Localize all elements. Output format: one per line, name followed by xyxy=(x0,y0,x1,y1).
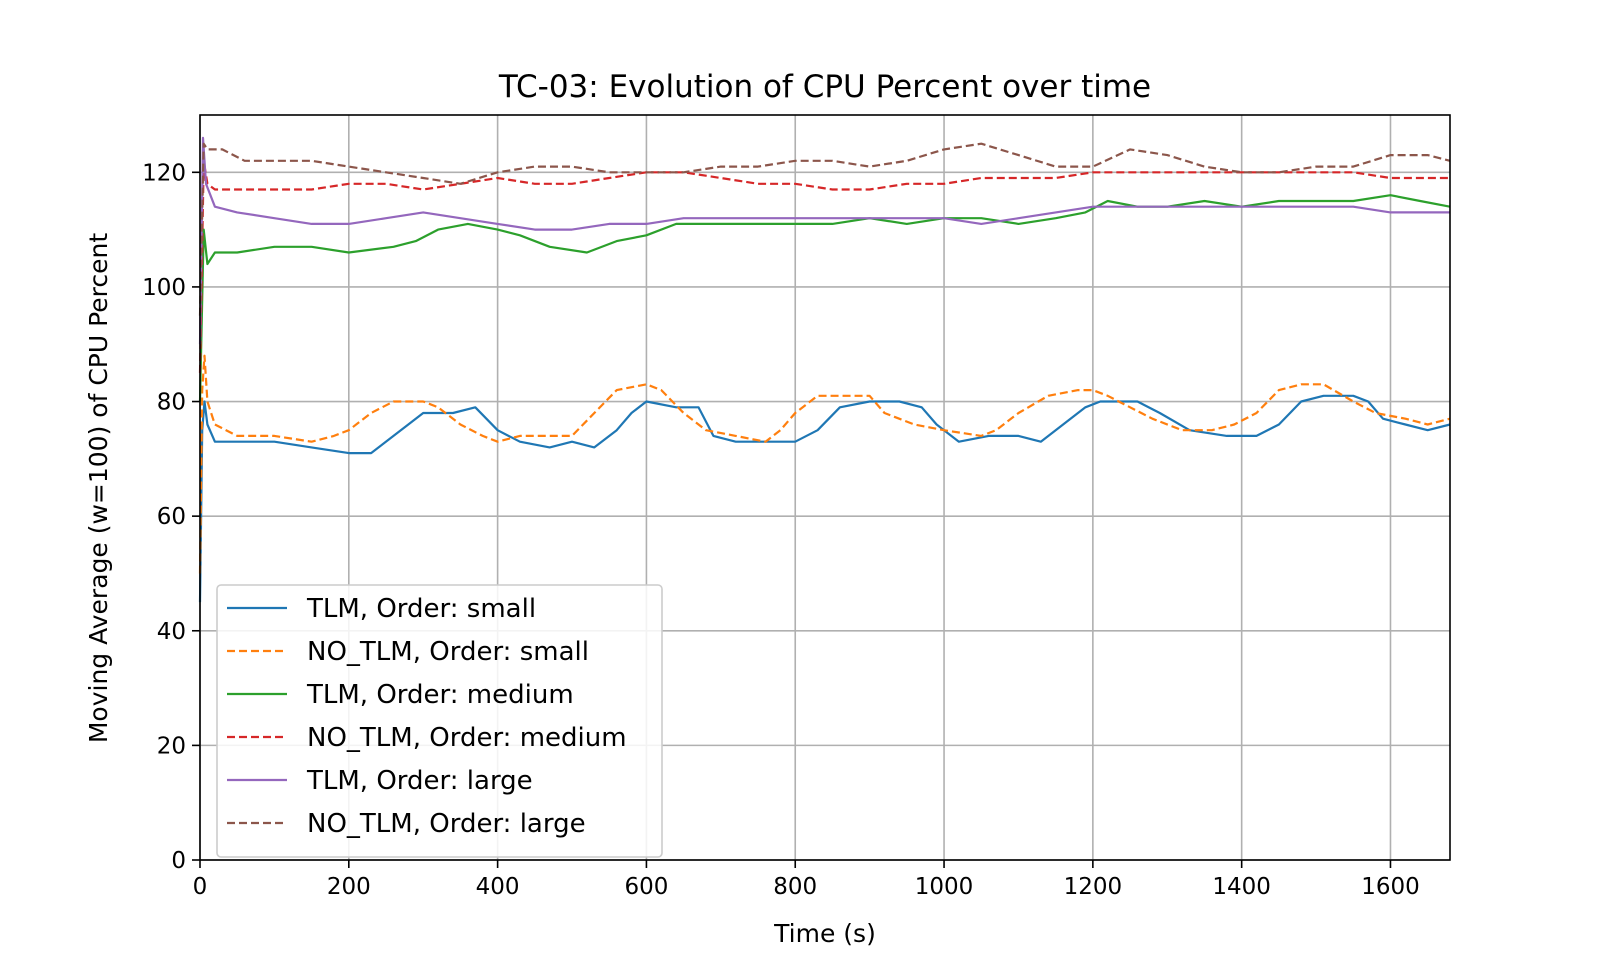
legend-label-2: TLM, Order: medium xyxy=(306,680,574,710)
series-line-2 xyxy=(198,194,1451,402)
x-tick-label: 1200 xyxy=(1064,874,1123,900)
x-tick-label: 800 xyxy=(773,874,817,900)
x-tick-label: 1400 xyxy=(1212,874,1271,900)
legend-label-4: TLM, Order: large xyxy=(306,766,533,796)
tick-layer: 0 200 400 600 800 1000 1200 1400 1600 0 20 40 60 80 10… xyxy=(142,160,1420,900)
y-tick-label: 100 xyxy=(142,275,186,301)
x-tick-label: 200 xyxy=(327,874,371,900)
chart-title: TC-03: Evolution of CPU Percent over tim… xyxy=(498,69,1151,105)
y-tick-label: 120 xyxy=(142,160,186,186)
legend-label-5: NO_TLM, Order: large xyxy=(307,809,586,839)
y-axis-label: Moving Average (w=100) of CPU Percent xyxy=(84,233,113,744)
series-line-3 xyxy=(198,159,1450,373)
series-line-5 xyxy=(198,142,1451,316)
x-tick-label: 0 xyxy=(193,874,208,900)
legend-label-0: TLM, Order: small xyxy=(306,594,536,624)
x-tick-label: 600 xyxy=(624,874,668,900)
plot-frame xyxy=(199,114,1451,861)
x-tick-label: 1000 xyxy=(915,874,974,900)
y-tick-label: 60 xyxy=(157,504,186,530)
y-tick-label: 20 xyxy=(157,733,186,759)
x-tick-label: 1600 xyxy=(1361,874,1420,900)
y-tick-label: 0 xyxy=(171,848,186,874)
legend: TLM, Order: small NO_TLM, Order: small TLM… xyxy=(216,584,663,858)
x-axis-label: Time (s) xyxy=(773,919,876,948)
y-tick-label: 80 xyxy=(157,390,186,416)
legend-label-3: NO_TLM, Order: medium xyxy=(307,723,627,753)
series-line-1 xyxy=(198,354,1451,574)
series-line-0 xyxy=(198,394,1451,603)
legend-label-1: NO_TLM, Order: small xyxy=(307,637,589,667)
x-tick-label: 400 xyxy=(476,874,520,900)
legend-box xyxy=(216,584,663,858)
y-tick-label: 40 xyxy=(157,619,186,645)
series-line-4 xyxy=(198,136,1450,345)
series-layer xyxy=(198,136,1451,603)
